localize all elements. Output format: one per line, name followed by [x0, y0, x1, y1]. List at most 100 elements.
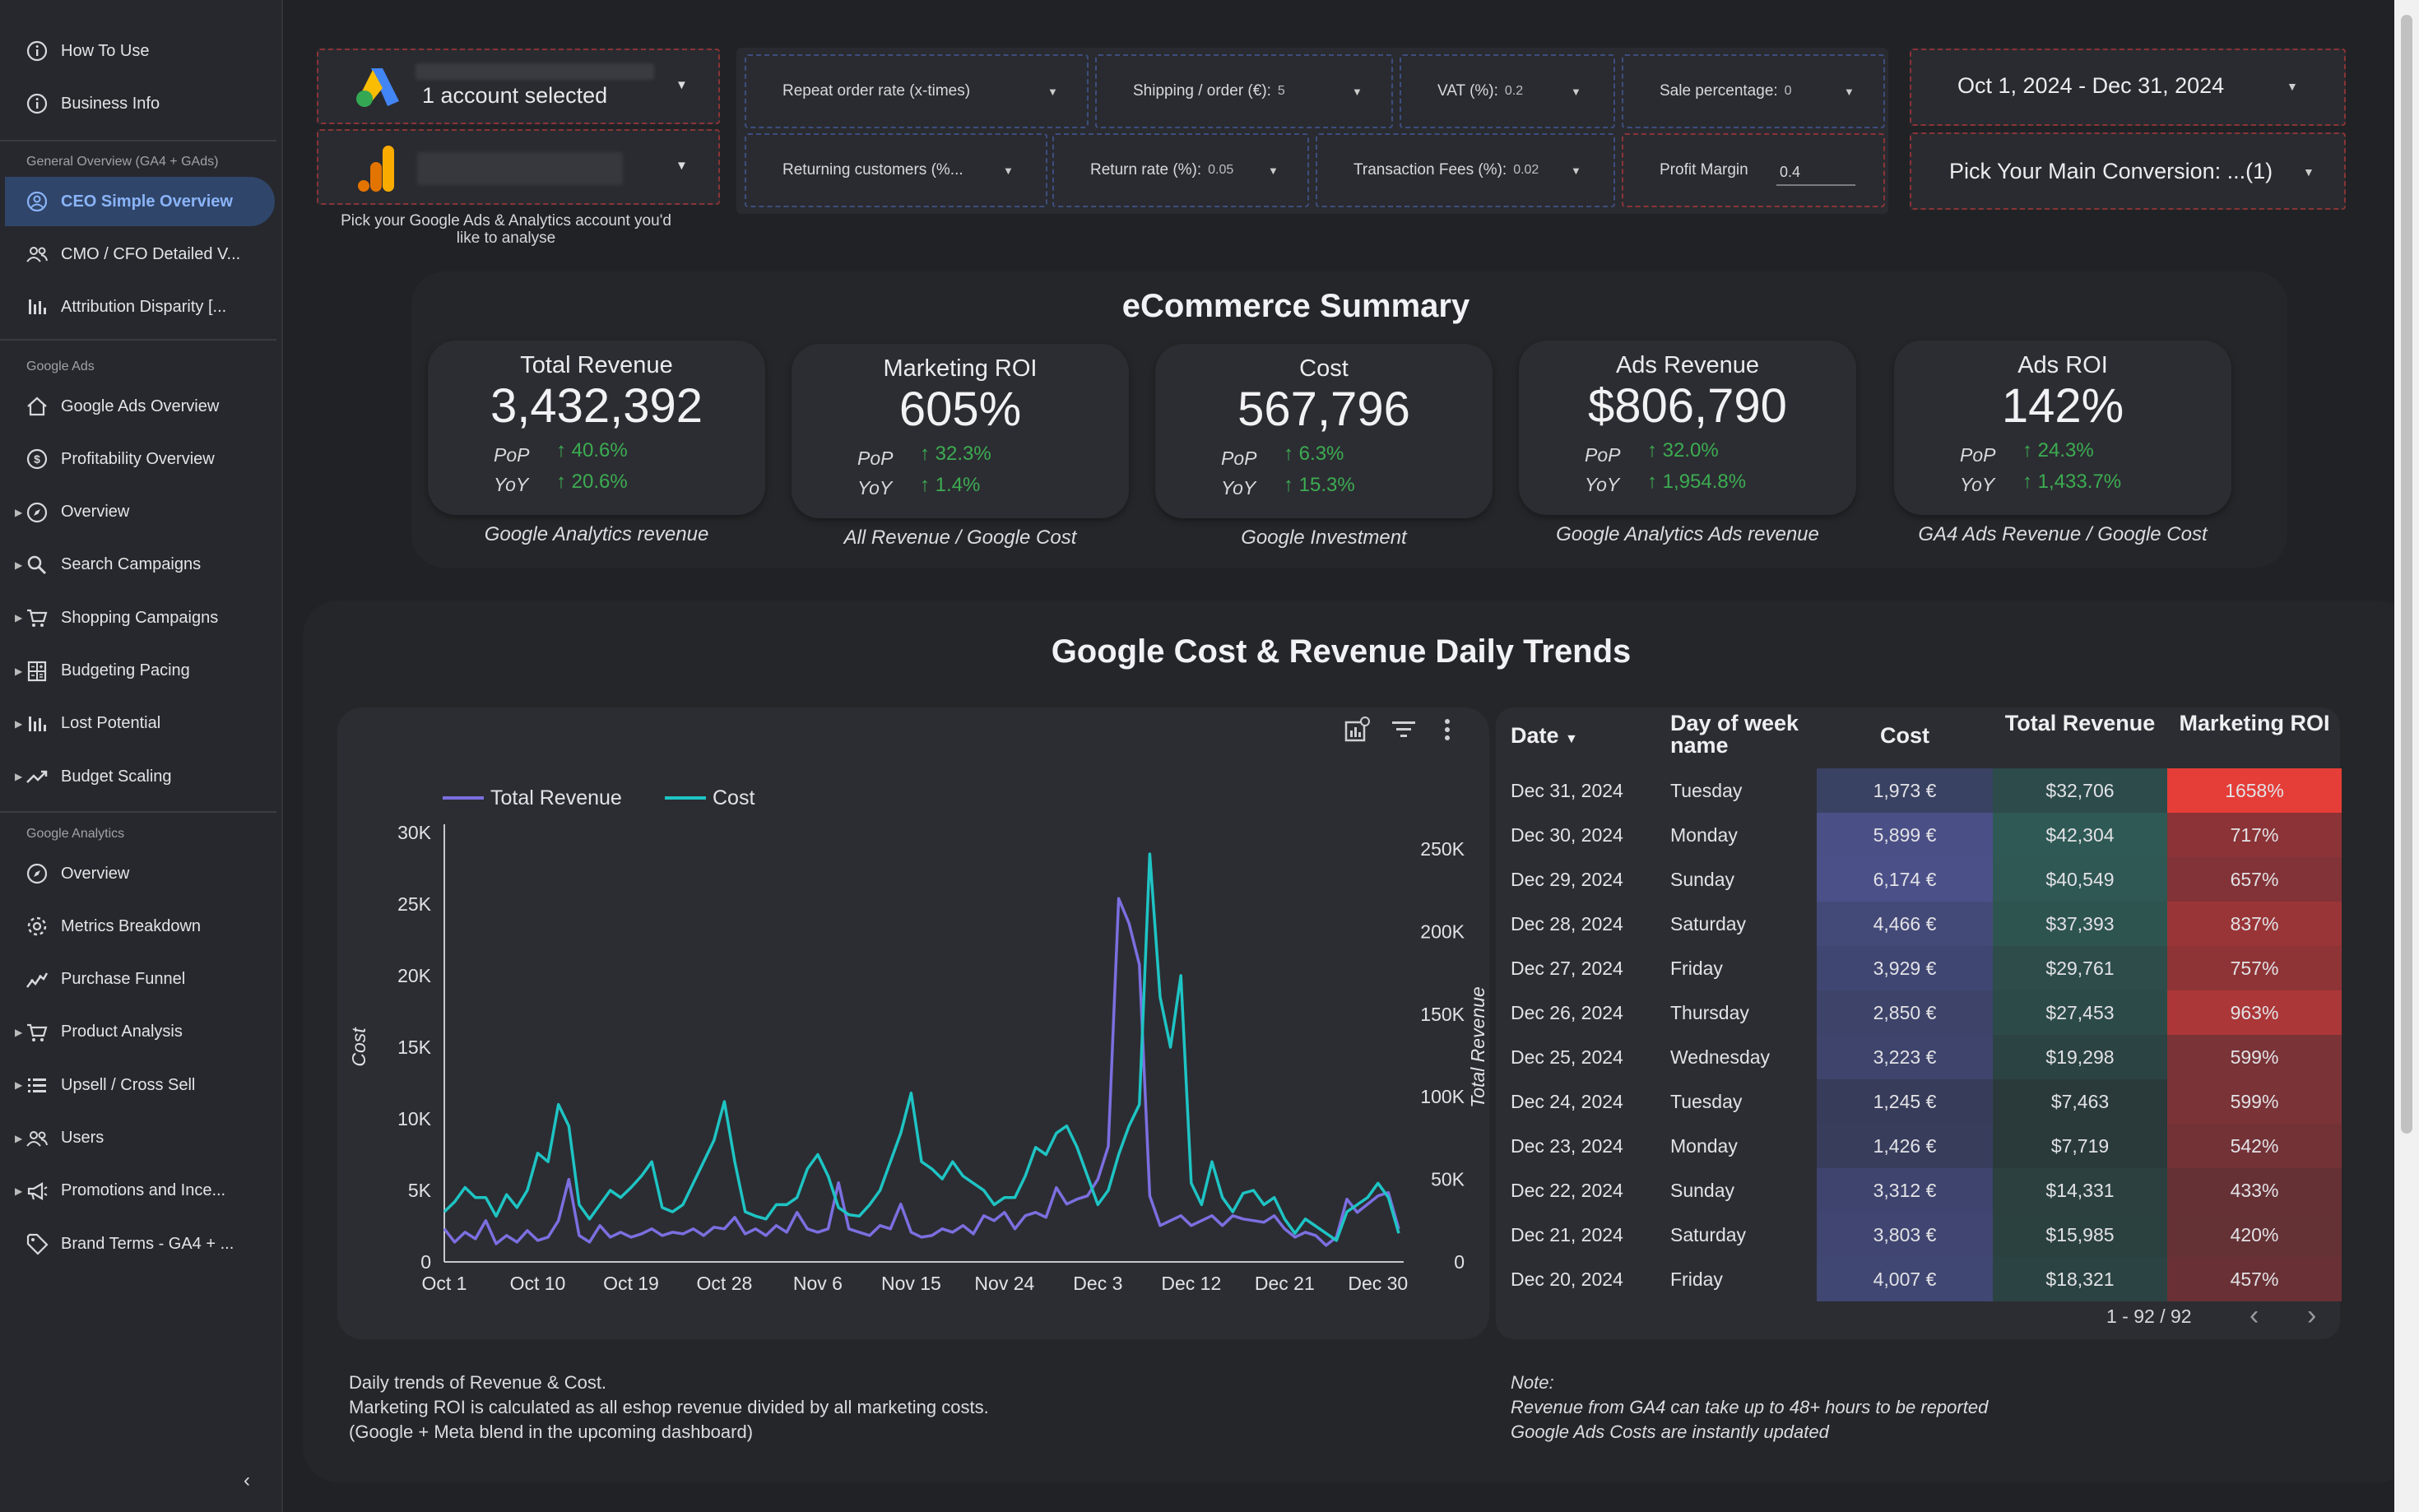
sidebar-item[interactable]: Overview: [0, 849, 281, 898]
sort-down-icon[interactable]: ▼: [1565, 732, 1578, 746]
sidebar-item[interactable]: ▶ Users: [0, 1114, 281, 1163]
sidebar-item-label: Attribution Disparity [...: [61, 297, 227, 316]
sidebar-item[interactable]: Google Ads Overview: [0, 382, 281, 431]
cell-date: Dec 29, 2024: [1511, 868, 1623, 890]
cell-cost: 1,973 €: [1817, 768, 1993, 813]
return-rate-select[interactable]: Return rate (%): 0.05 ▼: [1052, 133, 1309, 207]
returning-customers-select[interactable]: Returning customers (%... ▼: [745, 133, 1047, 207]
expand-caret-icon[interactable]: ▶: [15, 1132, 23, 1144]
arrow-up-icon: ↑: [920, 474, 930, 496]
compass-icon: [25, 500, 49, 525]
cell-date: Dec 21, 2024: [1511, 1223, 1623, 1245]
shipping-value: 5: [1277, 84, 1285, 98]
sidebar-item[interactable]: $ Profitability Overview: [0, 434, 281, 484]
column-header-marketing-roi[interactable]: Marketing ROI: [2179, 711, 2330, 735]
trend-up-icon: [25, 764, 49, 789]
sidebar-item[interactable]: CMO / CFO Detailed V...: [0, 230, 281, 279]
sidebar-item[interactable]: Metrics Breakdown: [0, 902, 281, 951]
chevron-left-icon[interactable]: ‹: [244, 1469, 250, 1491]
cell-cost: 3,312 €: [1817, 1168, 1993, 1213]
sidebar-item[interactable]: ▶ Upsell / Cross Sell: [0, 1060, 281, 1110]
kpi-title: Ads ROI: [2017, 352, 2108, 378]
kpi-card: Cost 567,796 PoP YoY ↑ 6.3% ↑ 15.3%: [1155, 344, 1493, 518]
sidebar-item[interactable]: ▶ Product Analysis: [0, 1008, 281, 1057]
sidebar-item[interactable]: ▶ Lost Potential: [0, 699, 281, 749]
y-left-tick-label: 15K: [397, 1037, 432, 1058]
sidebar-section-title: Google Analytics: [26, 827, 125, 841]
note-line: Marketing ROI is calculated as all eshop…: [349, 1397, 989, 1417]
sidebar-item[interactable]: ▶ Budgeting Pacing: [0, 647, 281, 696]
pagination-label: 1 - 92 / 92: [2106, 1306, 2192, 1327]
kpi-caption: GA4 Ads Revenue / Google Cost: [1918, 523, 2208, 545]
yoy-change: ↑ 1,433.7%: [2022, 471, 2121, 494]
google-ads-account-selector[interactable]: 1 account selected ▼: [317, 49, 720, 124]
filter-icon[interactable]: [1391, 717, 1417, 742]
scrollbar-thumb[interactable]: [2401, 15, 2412, 1134]
dropdown-arrow-icon: ▼: [1571, 165, 1581, 177]
sidebar-divider: [0, 811, 276, 813]
trends-title: Google Cost & Revenue Daily Trends: [1051, 633, 1632, 670]
profit-margin-input[interactable]: 0.4: [1776, 158, 1855, 186]
pop-change: ↑ 32.0%: [1647, 439, 1719, 462]
column-header-day-of-week[interactable]: Day of week name: [1670, 711, 1799, 758]
expand-caret-icon[interactable]: ▶: [15, 506, 23, 518]
chart-settings-icon[interactable]: [1343, 716, 1371, 744]
more-vert-icon[interactable]: [1442, 717, 1453, 742]
column-header-cost[interactable]: Cost: [1880, 723, 1929, 748]
users-icon: [25, 242, 49, 267]
expand-caret-icon[interactable]: ▶: [15, 612, 23, 624]
expand-caret-icon[interactable]: ▶: [15, 559, 23, 571]
expand-caret-icon[interactable]: ▶: [15, 665, 23, 677]
arrow-up-icon: ↑: [1647, 439, 1657, 461]
funnel-line-icon: [25, 967, 49, 992]
search-icon: [25, 553, 49, 577]
sidebar-item-label: Purchase Funnel: [61, 970, 186, 989]
date-range-picker[interactable]: Oct 1, 2024 - Dec 31, 2024 ▼: [1910, 49, 2346, 126]
sidebar-item[interactable]: ▶ Overview: [0, 488, 281, 537]
expand-caret-icon[interactable]: ▶: [15, 1079, 23, 1092]
sidebar-item[interactable]: ▶ Budget Scaling: [0, 752, 281, 801]
sale-percentage-value: 0: [1784, 84, 1792, 98]
sidebar-item[interactable]: Purchase Funnel: [0, 955, 281, 1004]
pop-label: PoP: [857, 448, 894, 469]
expand-caret-icon[interactable]: ▶: [15, 1185, 23, 1197]
page-scrollbar[interactable]: [2394, 0, 2419, 1512]
transaction-fees-select[interactable]: Transaction Fees (%): 0.02 ▼: [1316, 133, 1615, 207]
cell-day-of-week: Sunday: [1670, 1179, 1735, 1201]
kpi-title: Total Revenue: [520, 352, 673, 378]
y-left-tick-label: 10K: [397, 1108, 432, 1129]
expand-caret-icon[interactable]: ▶: [15, 771, 23, 783]
vat-select[interactable]: VAT (%): 0.2 ▼: [1400, 54, 1615, 128]
sidebar-item[interactable]: ▶ Shopping Campaigns: [0, 593, 281, 642]
repeat-order-rate-select[interactable]: Repeat order rate (x-times) ▼: [745, 54, 1089, 128]
sale-percentage-select[interactable]: Sale percentage: 0 ▼: [1622, 54, 1885, 128]
sidebar-item[interactable]: CEO Simple Overview: [5, 177, 275, 226]
arrow-up-icon: ↑: [1284, 443, 1293, 465]
expand-caret-icon[interactable]: ▶: [15, 717, 23, 730]
sidebar-item[interactable]: How To Use: [0, 26, 281, 76]
column-header-total-revenue[interactable]: Total Revenue: [2004, 711, 2156, 735]
main-conversion-select[interactable]: Pick Your Main Conversion: ...(1) ▼: [1910, 132, 2346, 210]
sidebar-item[interactable]: Attribution Disparity [...: [0, 282, 281, 332]
x-tick-label: Dec 21: [1255, 1273, 1315, 1294]
tag-icon: [25, 1231, 49, 1256]
sidebar-item-label: Product Analysis: [61, 1023, 183, 1041]
cell-date: Dec 26, 2024: [1511, 1001, 1623, 1023]
sidebar-item-label: Google Ads Overview: [61, 397, 220, 415]
sidebar-item[interactable]: ▶ Search Campaigns: [0, 540, 281, 590]
shipping-per-order-select[interactable]: Shipping / order (€): 5 ▼: [1095, 54, 1393, 128]
sidebar-item[interactable]: Brand Terms - GA4 + ...: [0, 1219, 281, 1269]
yoy-change-value: 1,954.8%: [1662, 471, 1747, 493]
column-header-date[interactable]: Date ▼: [1511, 725, 1578, 750]
cell-date: Dec 24, 2024: [1511, 1090, 1623, 1112]
sidebar-item[interactable]: Business Info: [0, 79, 281, 128]
sidebar-item-label: Metrics Breakdown: [61, 916, 202, 935]
x-tick-label: Nov 15: [881, 1273, 941, 1294]
prev-page-icon[interactable]: ‹: [2250, 1300, 2259, 1331]
google-analytics-property-selector[interactable]: ▼: [317, 129, 720, 205]
next-page-icon[interactable]: ›: [2307, 1300, 2317, 1331]
dropdown-arrow-icon: ▼: [1047, 86, 1058, 98]
expand-caret-icon[interactable]: ▶: [15, 1026, 23, 1038]
legend-label: Cost: [713, 786, 754, 809]
sidebar-item[interactable]: ▶ Promotions and Ince...: [0, 1166, 281, 1216]
